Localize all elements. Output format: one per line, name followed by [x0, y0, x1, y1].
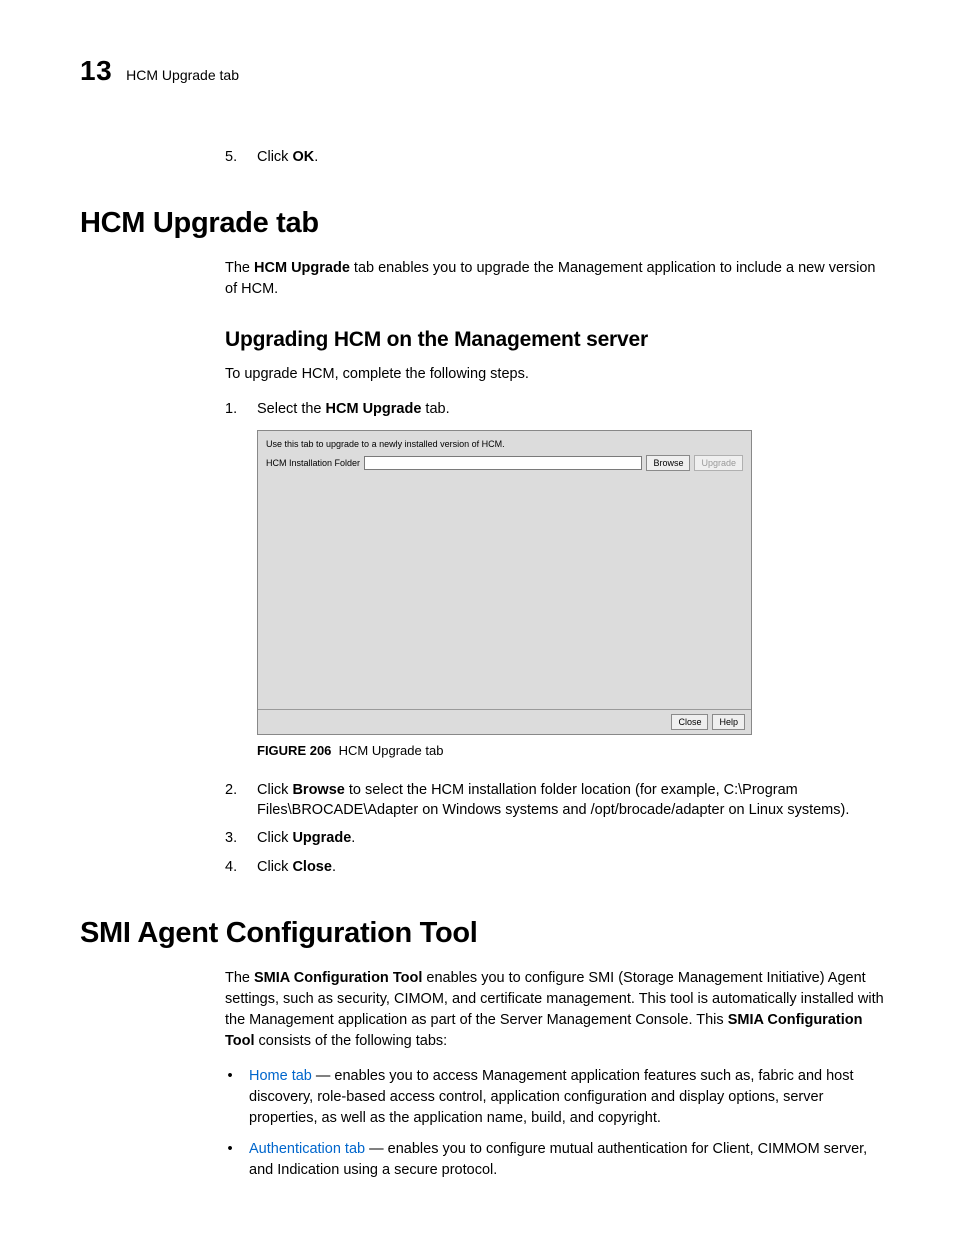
hcm-upgrade-dialog: Use this tab to upgrade to a newly insta… — [257, 430, 752, 735]
step-1: 1. Select the HCM Upgrade tab. — [225, 399, 884, 419]
figure-caption-text: HCM Upgrade tab — [339, 743, 444, 758]
header-section-label: HCM Upgrade tab — [126, 67, 239, 83]
step-body: Click Close. — [257, 857, 884, 877]
dialog-upper: Use this tab to upgrade to a newly insta… — [258, 431, 751, 709]
step-number: 4. — [225, 857, 245, 877]
step-5: 5. Click OK. — [225, 147, 884, 167]
text-bold: OK — [292, 149, 314, 165]
text: Click — [257, 782, 292, 798]
figure-label: FIGURE 206 — [257, 743, 331, 758]
dialog-empty-area — [266, 477, 743, 705]
step-4: 4. Click Close. — [225, 857, 884, 877]
folder-label: HCM Installation Folder — [266, 458, 360, 468]
section2-content: The SMIA Configuration Tool enables you … — [225, 968, 884, 1181]
bullet-body: Home tab — enables you to access Managem… — [249, 1066, 884, 1129]
step-number: 1. — [225, 399, 245, 419]
bullet-auth-tab: • Authentication tab — enables you to co… — [225, 1139, 884, 1181]
step-body: Select the HCM Upgrade tab. — [257, 399, 884, 419]
figure-caption: FIGURE 206 HCM Upgrade tab — [257, 743, 884, 758]
dialog-hint-text: Use this tab to upgrade to a newly insta… — [266, 439, 743, 449]
subsection-title-upgrading: Upgrading HCM on the Management server — [225, 328, 884, 352]
text: . — [314, 149, 318, 165]
section-title-hcm-upgrade: HCM Upgrade tab — [80, 207, 884, 240]
section1-content: The HCM Upgrade tab enables you to upgra… — [225, 258, 884, 877]
text: . — [351, 830, 355, 846]
section1-intro: The HCM Upgrade tab enables you to upgra… — [225, 258, 884, 300]
text: Click — [257, 830, 292, 846]
bullet-icon: • — [225, 1139, 235, 1181]
subsection-intro: To upgrade HCM, complete the following s… — [225, 364, 884, 385]
step-3: 3. Click Upgrade. — [225, 828, 884, 848]
page-root: 13 HCM Upgrade tab 5. Click OK. HCM Upgr… — [0, 0, 954, 1251]
text: Select the — [257, 401, 326, 417]
text-bold: Browse — [292, 782, 344, 798]
step-body: Click OK. — [257, 147, 884, 167]
prev-steps-block: 5. Click OK. — [225, 147, 884, 167]
text: consists of the following tabs: — [255, 1033, 448, 1049]
page-header: 13 HCM Upgrade tab — [80, 55, 884, 87]
spacer — [225, 766, 884, 780]
text: The — [225, 970, 254, 986]
step-2: 2. Click Browse to select the HCM instal… — [225, 780, 884, 821]
step-number: 2. — [225, 780, 245, 821]
authentication-tab-link[interactable]: Authentication tab — [249, 1141, 365, 1157]
folder-input[interactable] — [364, 456, 642, 470]
text: Click — [257, 149, 292, 165]
dialog-footer: Close Help — [258, 709, 751, 734]
folder-row: HCM Installation Folder Browse Upgrade — [266, 455, 743, 471]
text: to select the HCM installation folder lo… — [257, 782, 849, 818]
text-bold: Close — [292, 859, 332, 875]
text: tab. — [421, 401, 449, 417]
step-body: Click Browse to select the HCM installat… — [257, 780, 884, 821]
text-bold: HCM Upgrade — [326, 401, 422, 417]
text-bold: HCM Upgrade — [254, 260, 350, 276]
upgrade-button[interactable]: Upgrade — [694, 455, 743, 471]
step-body: Click Upgrade. — [257, 828, 884, 848]
text: . — [332, 859, 336, 875]
bullet-icon: • — [225, 1066, 235, 1129]
bullet-home-tab: • Home tab — enables you to access Manag… — [225, 1066, 884, 1129]
text: Click — [257, 859, 292, 875]
text: — enables you to access Management appli… — [249, 1068, 854, 1126]
browse-button[interactable]: Browse — [646, 455, 690, 471]
text-bold: Upgrade — [292, 830, 351, 846]
bullet-body: Authentication tab — enables you to conf… — [249, 1139, 884, 1181]
home-tab-link[interactable]: Home tab — [249, 1068, 312, 1084]
step-number: 5. — [225, 147, 245, 167]
section-title-smi-agent: SMI Agent Configuration Tool — [80, 917, 884, 950]
help-button[interactable]: Help — [712, 714, 745, 730]
close-button[interactable]: Close — [671, 714, 708, 730]
chapter-number: 13 — [80, 55, 112, 87]
figure-206-wrap: Use this tab to upgrade to a newly insta… — [257, 430, 884, 758]
step-number: 3. — [225, 828, 245, 848]
section2-intro: The SMIA Configuration Tool enables you … — [225, 968, 884, 1052]
text: The — [225, 260, 254, 276]
text-bold: SMIA Configuration Tool — [254, 970, 422, 986]
